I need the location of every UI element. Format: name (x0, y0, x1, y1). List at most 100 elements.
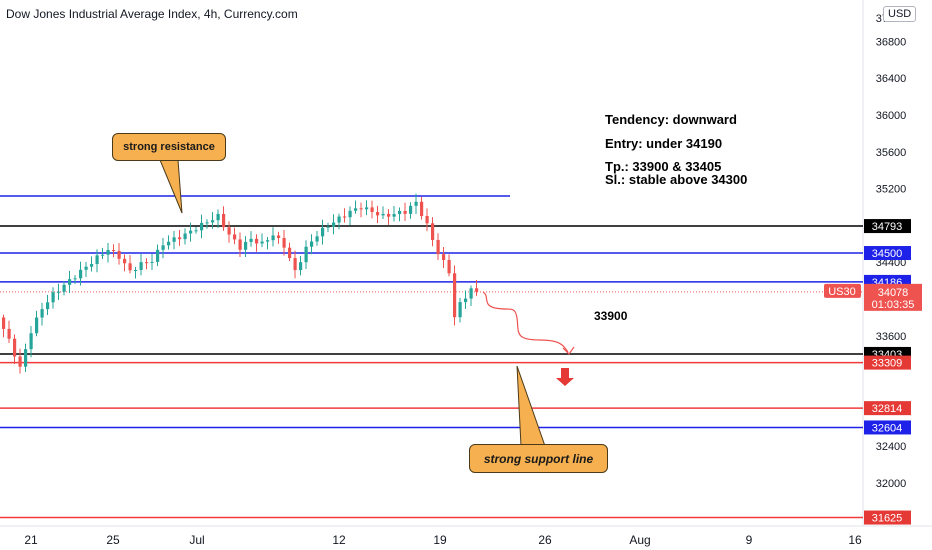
x-tick-label: Jul (189, 533, 204, 547)
candle (409, 202, 413, 219)
candle (134, 266, 138, 279)
candle (398, 207, 402, 222)
candle (13, 334, 17, 365)
price-tag-34793: 34793 (864, 219, 911, 234)
current-price-value: 34078 (878, 287, 909, 299)
candle (106, 242, 110, 263)
candle (161, 238, 165, 259)
candle (117, 243, 121, 265)
candle (447, 254, 451, 277)
candle (365, 200, 369, 216)
price-tag-32814: 32814 (864, 401, 911, 416)
candle (123, 254, 127, 272)
projection-path (482, 291, 569, 353)
candle (271, 227, 275, 247)
svg-text:32604: 32604 (872, 422, 903, 434)
candle (194, 226, 198, 234)
candle (51, 287, 55, 309)
x-tick-label: 19 (433, 533, 447, 547)
support-callout: strong support line (469, 444, 608, 473)
y-tick-label: 32000 (876, 478, 907, 490)
candle (458, 297, 462, 323)
price-tag-31625: 31625 (864, 510, 911, 525)
y-tick-label: 36000 (876, 110, 907, 122)
y-tick-label: 35200 (876, 184, 907, 196)
sl-note: Sl.: stable above 34300 (605, 172, 748, 187)
candle (90, 256, 94, 272)
target-label: 33900 (594, 309, 628, 323)
countdown-timer: 01:03:35 (872, 299, 915, 311)
candle (321, 219, 325, 245)
resistance-callout-pointer (159, 159, 183, 214)
tp-note: Tp.: 33900 & 33405 (605, 159, 722, 174)
down-arrow-icon (556, 368, 574, 386)
y-tick-label: 36400 (876, 73, 907, 85)
candle (249, 231, 253, 247)
candle (299, 255, 303, 276)
candle (293, 250, 297, 279)
candle (233, 227, 237, 245)
x-tick-label: 16 (848, 533, 862, 547)
candle (68, 270, 72, 294)
candle (442, 247, 446, 268)
candle (18, 348, 22, 374)
svg-text:33309: 33309 (872, 358, 903, 370)
y-tick-label: 35600 (876, 147, 907, 159)
candle (7, 320, 11, 343)
candle (387, 209, 391, 225)
y-tick-label: 34400 (876, 257, 907, 269)
candle (359, 202, 363, 218)
support-callout-pointer (516, 365, 546, 447)
svg-text:32814: 32814 (872, 403, 903, 415)
candle (277, 231, 281, 244)
candle (337, 213, 341, 230)
y-tick-label: 33600 (876, 331, 907, 343)
candle (216, 209, 220, 228)
candle (431, 217, 435, 247)
candle (381, 206, 385, 220)
candle (227, 221, 231, 243)
candle (95, 249, 99, 273)
currency-button[interactable]: USD (883, 6, 917, 22)
candle (403, 202, 407, 222)
candle (255, 234, 259, 252)
x-tick-label: Aug (629, 533, 650, 547)
candle (343, 208, 347, 223)
tendency-note: Tendency: downward (605, 112, 737, 127)
candle (326, 222, 330, 232)
candle (84, 261, 88, 277)
projection-arrowhead (562, 346, 575, 355)
candle (370, 200, 374, 219)
candle (260, 233, 264, 248)
candle (288, 242, 292, 262)
entry-note: Entry: under 34190 (605, 136, 723, 151)
candle (475, 280, 479, 296)
candle (57, 283, 61, 300)
candle (167, 235, 171, 250)
candle (46, 294, 50, 315)
candle (112, 244, 116, 258)
candle (62, 281, 66, 296)
candle (200, 214, 204, 239)
x-tick-label: 25 (106, 533, 120, 547)
candle (189, 222, 193, 242)
candle (469, 285, 473, 307)
candle (128, 255, 132, 274)
candle (139, 253, 143, 276)
candle (420, 196, 424, 220)
candle (73, 274, 77, 284)
candle (376, 205, 380, 224)
candle (156, 244, 160, 267)
y-tick-label: 36800 (876, 36, 907, 48)
candle (40, 302, 44, 326)
candle (183, 228, 187, 245)
candle (29, 326, 33, 358)
candle (425, 208, 429, 232)
candle (211, 212, 215, 229)
x-tick-label: 12 (332, 533, 346, 547)
svg-text:31625: 31625 (872, 513, 903, 525)
candle (332, 214, 336, 235)
